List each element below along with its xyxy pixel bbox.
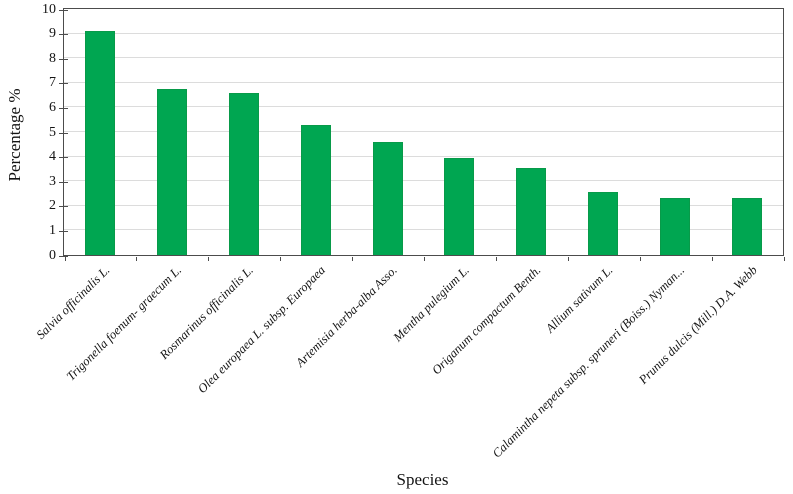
x-tick-mark-10 — [783, 257, 785, 261]
gridline-y1 — [64, 229, 783, 231]
x-tick-mark-2 — [208, 257, 210, 261]
x-tick-mark-0 — [64, 257, 66, 261]
gridline-y8 — [64, 57, 783, 59]
bar-5 — [372, 141, 403, 255]
y-tick-label-2: 2 — [49, 198, 56, 214]
y-tick-mark-2 — [59, 206, 68, 208]
y-tick-mark-7 — [59, 83, 68, 85]
category-label-2: Trigonella foenum- graecum L. — [63, 263, 185, 384]
y-tick-mark-8 — [59, 58, 68, 60]
category-label-1: Salvia officinalis L. — [33, 263, 113, 342]
y-tick-label-5: 5 — [49, 124, 56, 140]
y-tick-label-8: 8 — [49, 50, 56, 66]
gridline-y7 — [64, 81, 783, 83]
bar-8 — [588, 192, 619, 255]
y-tick-mark-5 — [59, 132, 68, 134]
x-tick-mark-9 — [711, 257, 713, 261]
bar-1 — [84, 31, 115, 255]
y-tick-mark-9 — [59, 34, 68, 36]
y-tick-label-3: 3 — [49, 173, 56, 189]
y-tick-mark-0 — [59, 255, 68, 257]
category-label-4: Olea europaea L. subsp. Europaea — [195, 263, 329, 396]
x-tick-mark-4 — [352, 257, 354, 261]
y-tick-label-10: 10 — [42, 1, 56, 17]
bar-9 — [660, 198, 691, 255]
x-tick-mark-1 — [136, 257, 138, 261]
gridline-y3 — [64, 180, 783, 182]
y-tick-label-0: 0 — [49, 247, 56, 263]
y-tick-mark-10 — [59, 9, 68, 11]
gridline-y2 — [64, 204, 783, 206]
bar-6 — [444, 157, 475, 255]
category-label-8: Allium sativum L. — [543, 263, 616, 336]
x-axis-title: Species — [396, 470, 449, 489]
y-tick-mark-1 — [59, 230, 68, 232]
gridline-y6 — [64, 106, 783, 108]
x-tick-mark-8 — [639, 257, 641, 261]
x-tick-mark-5 — [424, 257, 425, 261]
gridline-y5 — [64, 131, 783, 132]
y-tick-label-1: 1 — [49, 222, 56, 238]
x-tick-mark-3 — [280, 257, 282, 261]
x-tick-mark-7 — [567, 257, 569, 261]
category-label-10: Prunus dulcis (Mill.) D.A. Webb — [635, 263, 760, 387]
bar-2 — [156, 88, 187, 255]
gridline-y9 — [64, 32, 783, 34]
y-tick-mark-4 — [59, 157, 68, 159]
y-tick-label-4: 4 — [49, 149, 56, 165]
x-tick-mark-6 — [495, 257, 497, 261]
y-tick-mark-6 — [59, 107, 68, 109]
y-tick-label-6: 6 — [49, 99, 56, 115]
plot-area — [63, 8, 784, 256]
category-label-6: Mentha pulegium L. — [390, 263, 472, 345]
bar-4 — [300, 124, 331, 255]
bar-10 — [732, 198, 763, 255]
bar-7 — [516, 167, 547, 255]
y-tick-mark-3 — [59, 181, 68, 183]
bar-3 — [228, 92, 259, 255]
gridline-y4 — [64, 155, 783, 157]
y-tick-label-7: 7 — [49, 75, 56, 91]
y-tick-label-9: 9 — [49, 26, 56, 42]
